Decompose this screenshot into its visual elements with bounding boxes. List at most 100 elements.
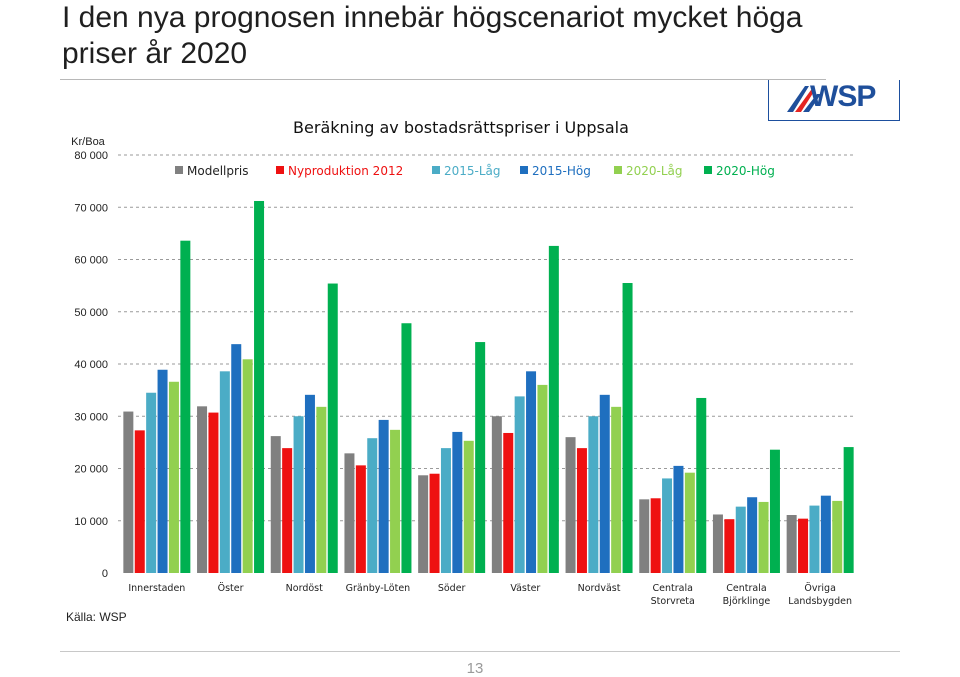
y-tick-label: 70 000 — [74, 202, 108, 214]
legend-label: 2015-Låg — [444, 164, 501, 178]
legend-label: Modellpris — [187, 164, 249, 178]
bar-2020-låg — [611, 406, 622, 573]
bar-2020-hög — [622, 283, 633, 573]
legend-swatch — [704, 166, 712, 174]
x-category-label: Väster — [510, 583, 540, 594]
bar-2020-hög — [769, 449, 780, 573]
y-tick-label: 10 000 — [74, 516, 108, 528]
bar-nyproduktion-2012 — [798, 518, 809, 573]
bar-modellpris — [639, 499, 650, 573]
legend-swatch — [432, 166, 440, 174]
title-divider — [60, 79, 826, 80]
legend-swatch — [276, 166, 284, 174]
bar-2015-hög — [231, 344, 242, 573]
bar-2020-låg — [242, 359, 253, 573]
y-tick-label: 20 000 — [74, 464, 108, 476]
bar-modellpris — [712, 514, 723, 573]
bar-2020-låg — [684, 472, 695, 573]
bar-2015-låg — [293, 416, 304, 573]
bar-modellpris — [197, 406, 208, 573]
bar-nyproduktion-2012 — [503, 432, 514, 573]
legend-swatch — [520, 166, 528, 174]
legend-swatch — [175, 166, 183, 174]
bar-nyproduktion-2012 — [576, 448, 587, 573]
y-tick-label: 50 000 — [74, 307, 108, 319]
x-category-label: Nordöst — [286, 583, 323, 594]
bar-2020-låg — [758, 501, 769, 573]
bar-2020-hög — [327, 283, 338, 573]
bar-2020-låg — [463, 440, 474, 573]
source-note: Källa: WSP — [66, 610, 127, 624]
y-tick-label: 60 000 — [74, 255, 108, 267]
bar-2015-hög — [820, 495, 831, 573]
y-tick-label: 80 000 — [74, 150, 108, 162]
wsp-logo-mark — [787, 86, 821, 112]
bar-nyproduktion-2012 — [355, 465, 366, 573]
bar-2020-hög — [475, 342, 486, 573]
x-category-label: Söder — [438, 583, 466, 594]
bar-nyproduktion-2012 — [134, 430, 145, 573]
x-category-label: Öster — [218, 583, 244, 594]
bar-modellpris — [344, 453, 355, 573]
bar-2015-hög — [747, 497, 758, 573]
bar-2020-låg — [537, 384, 548, 573]
bar-2020-hög — [696, 397, 707, 573]
y-tick-label: 0 — [102, 568, 108, 580]
bar-2015-låg — [219, 371, 230, 573]
x-category-label: Centrala Björklinge — [723, 583, 771, 607]
legend-swatch — [614, 166, 622, 174]
bar-2015-hög — [378, 419, 389, 573]
bar-2020-hög — [843, 447, 854, 573]
legend-label: Nyproduktion 2012 — [288, 164, 403, 178]
bar-nyproduktion-2012 — [724, 519, 735, 573]
bar-2015-låg — [809, 505, 820, 573]
bar-modellpris — [418, 475, 429, 573]
bar-2015-hög — [304, 394, 315, 573]
y-unit-label: Kr/Boa — [71, 136, 106, 148]
bar-2020-hög — [180, 240, 191, 573]
page-number: 13 — [466, 660, 484, 677]
bar-2020-hög — [548, 245, 559, 574]
legend-label: 2015-Hög — [532, 164, 591, 178]
legend-label: 2020-Hög — [716, 164, 775, 178]
bar-2015-hög — [673, 465, 684, 573]
bar-2015-hög — [452, 431, 463, 573]
bar-nyproduktion-2012 — [208, 412, 219, 573]
bar-2015-hög — [157, 369, 168, 573]
chart-title: Beräkning av bostadsrättspriser i Uppsal… — [293, 118, 629, 137]
bar-modellpris — [270, 436, 281, 573]
y-tick-label: 30 000 — [74, 411, 108, 423]
bar-2015-låg — [588, 416, 599, 573]
bar-nyproduktion-2012 — [282, 448, 293, 573]
bar-2020-låg — [832, 500, 843, 573]
bar-nyproduktion-2012 — [429, 473, 440, 573]
bar-modellpris — [123, 411, 134, 573]
bar-2020-hög — [254, 200, 265, 574]
slide-title: I den nya prognosen innebär högscenariot… — [62, 1, 803, 70]
bar-2015-hög — [526, 371, 537, 573]
bar-modellpris — [786, 515, 797, 573]
bar-2015-låg — [367, 438, 378, 573]
legend-label: 2020-Låg — [626, 164, 683, 178]
bar-2015-låg — [662, 478, 673, 573]
bar-2015-låg — [440, 448, 451, 573]
bar-nyproduktion-2012 — [650, 498, 661, 573]
x-category-label: Gränby-Löten — [346, 583, 411, 594]
x-category-label: Övriga Landsbygden — [788, 583, 852, 607]
bar-modellpris — [491, 416, 502, 573]
y-tick-label: 40 000 — [74, 359, 108, 371]
bar-2015-hög — [599, 394, 610, 573]
wsp-logo — [768, 80, 900, 121]
wsp-logo-text: WSP — [810, 80, 876, 113]
bar-2015-låg — [735, 506, 746, 573]
x-category-label: Centrala Storvreta — [651, 583, 695, 607]
x-category-label: Nordväst — [578, 583, 621, 594]
bar-2015-låg — [146, 392, 157, 573]
footer-divider — [60, 651, 900, 652]
bar-2020-låg — [390, 429, 401, 573]
bar-modellpris — [565, 437, 576, 573]
bar-2020-hög — [401, 323, 412, 573]
x-category-label: Innerstaden — [128, 583, 185, 594]
bar-2015-låg — [514, 396, 525, 573]
